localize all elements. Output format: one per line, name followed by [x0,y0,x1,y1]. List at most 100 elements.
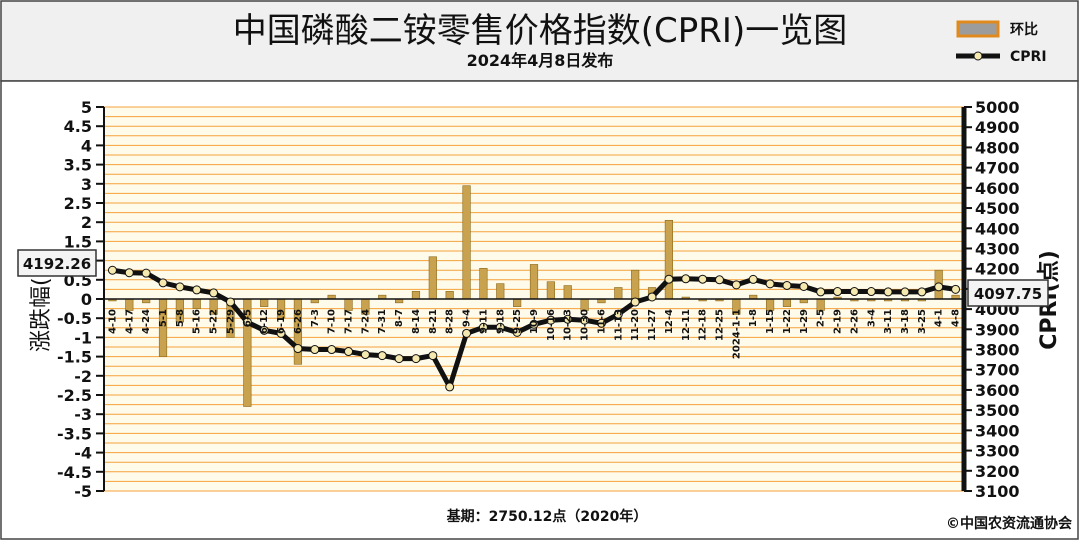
x-tick-label-5-22: 5-22 [209,309,220,334]
y-tick-label-right: 4300 [975,239,1020,258]
y-tick-label-left: -1 [74,328,92,347]
bar-9-4 [462,185,471,300]
x-tick-label-8-21: 8-21 [428,309,439,334]
cpri-point-10-9 [529,319,539,329]
x-tick-label-4-8: 4-8 [951,309,962,327]
x-tick-label-5-29: 5-29 [225,309,236,334]
x-tick-label-3-18: 3-18 [900,309,911,334]
x-tick-label-10-16: 10-16 [546,309,557,341]
cpri-point-12-4 [664,274,674,284]
y-tick-label-right: 3900 [975,320,1020,339]
y-tick-label-left: -3.5 [57,424,92,443]
y-tick-label-right: 4800 [975,138,1020,157]
cpri-point-7-24 [360,350,370,360]
x-tick-label-12-11: 12-11 [681,309,692,341]
cpri-point-4-10 [107,265,117,275]
bar-11-20 [631,269,640,300]
bar-1-22 [782,298,792,307]
x-tick-label-4-10: 4-10 [107,309,118,334]
legend-line-marker [973,51,983,61]
callout-end-text: 4097.75 [974,285,1042,303]
y-tick-label-left: 4.5 [64,117,92,136]
y-tick-label-left: -4.5 [57,463,92,482]
x-tick-label-12-4: 12-4 [664,309,675,334]
x-tick-label-5-8: 5-8 [175,309,186,327]
bar-10-16 [546,281,555,300]
y-tick-label-left: -5 [74,482,92,501]
cpri-point-11-6 [596,318,606,328]
y-tick-label-left: 3 [81,175,92,194]
cpri-point-4-1 [934,282,944,292]
cpri-point-7-17 [344,347,354,357]
x-tick-label-1-15: 1-15 [765,309,776,334]
x-tick-label-2-5: 2-5 [816,309,827,327]
cpri-point-7-3 [310,345,320,355]
x-tick-label-9-25: 9-25 [512,309,523,334]
y-tick-label-right: 4400 [975,219,1020,238]
x-tick-label-5-1: 5-1 [158,309,169,327]
y-tick-label-right: 3300 [975,442,1020,461]
footer-base: 基期：2750.12点（2020年） [447,508,648,525]
cpri-point-9-18 [495,322,505,332]
bar-6-12 [260,298,269,307]
callout-start-text: 4192.26 [23,255,91,273]
header-background [0,0,1079,82]
y-tick-label-right: 3400 [975,421,1020,440]
cpri-point-9-25 [512,327,522,337]
x-tick-label-1-29: 1-29 [799,309,810,334]
cpri-point-12-11 [681,274,691,284]
y-tick-label-left: 4 [81,136,92,155]
x-tick-label-10-9: 10-9 [529,309,540,334]
cpri-point-1-29 [799,281,809,291]
cpri-point-8-7 [394,354,404,364]
x-tick-label-1-8: 1-8 [748,309,759,327]
bar-9-25 [513,298,522,307]
y-tick-label-left: -3 [74,405,92,424]
x-tick-label-2-26: 2-26 [849,309,860,334]
cpri-point-5-1 [158,278,168,288]
x-tick-label-10-23: 10-23 [563,309,574,341]
cpri-point-2-5 [816,287,826,297]
y-tick-label-right: 4500 [975,199,1020,218]
x-tick-label-10-30: 10-30 [580,309,591,341]
x-tick-label-3-25: 3-25 [917,309,928,334]
cpri-point-8-14 [411,354,421,364]
x-tick-label-6-5: 6-5 [242,309,253,327]
callout-start: 4192.26 [17,249,97,277]
bar-11-13 [614,287,623,300]
cpri-point-12-25 [714,275,724,285]
callout-end-box [967,279,1049,307]
x-tick-label-12-25: 12-25 [714,309,725,341]
chart-title: 中国磷酸二铵零售价格指数(CPRI)一览图 [233,11,847,51]
bar-8-14 [411,291,421,300]
x-tick-label-9-18: 9-18 [495,309,506,334]
x-tick-label-12-18: 12-18 [698,309,709,341]
y-tick-label-right: 3600 [975,381,1020,400]
cpri-point-6-19 [276,328,286,338]
cpri-point-2-26 [849,287,859,297]
callout-start-box [17,249,97,277]
y-tick-label-left: 2.5 [64,194,92,213]
line-series [107,265,961,392]
chart-subtitle: 2024年4月8日发布 [467,51,614,70]
cpri-point-4-17 [124,268,134,278]
y-tick-label-right: 3500 [975,401,1020,420]
cpri-point-1-8 [748,274,758,284]
y-tick-label-right: 3700 [975,361,1020,380]
cpri-point-8-21 [428,351,438,361]
x-tick-label-11-6: 11-6 [596,309,607,334]
bar-10-30 [580,298,589,311]
x-tick-label-3-4: 3-4 [866,309,877,327]
y-tick-label-right: 5000 [975,98,1020,117]
grid [104,106,964,492]
cpri-point-3-11 [883,287,893,297]
y-tick-label-right: 3200 [975,462,1020,481]
bar-10-23 [563,285,572,300]
x-tick-labels: 4-10 4-17 4-24 5-1 5-8 5-16 5-22 5-29 6-5 6-12 6-1… [107,309,961,359]
x-tick-label-8-7: 8-7 [394,309,405,327]
bar-10-9 [529,264,539,300]
bar-9-11 [479,267,488,300]
cpri-point-11-13 [613,309,623,319]
y-tick-label-left: 0 [81,290,92,309]
